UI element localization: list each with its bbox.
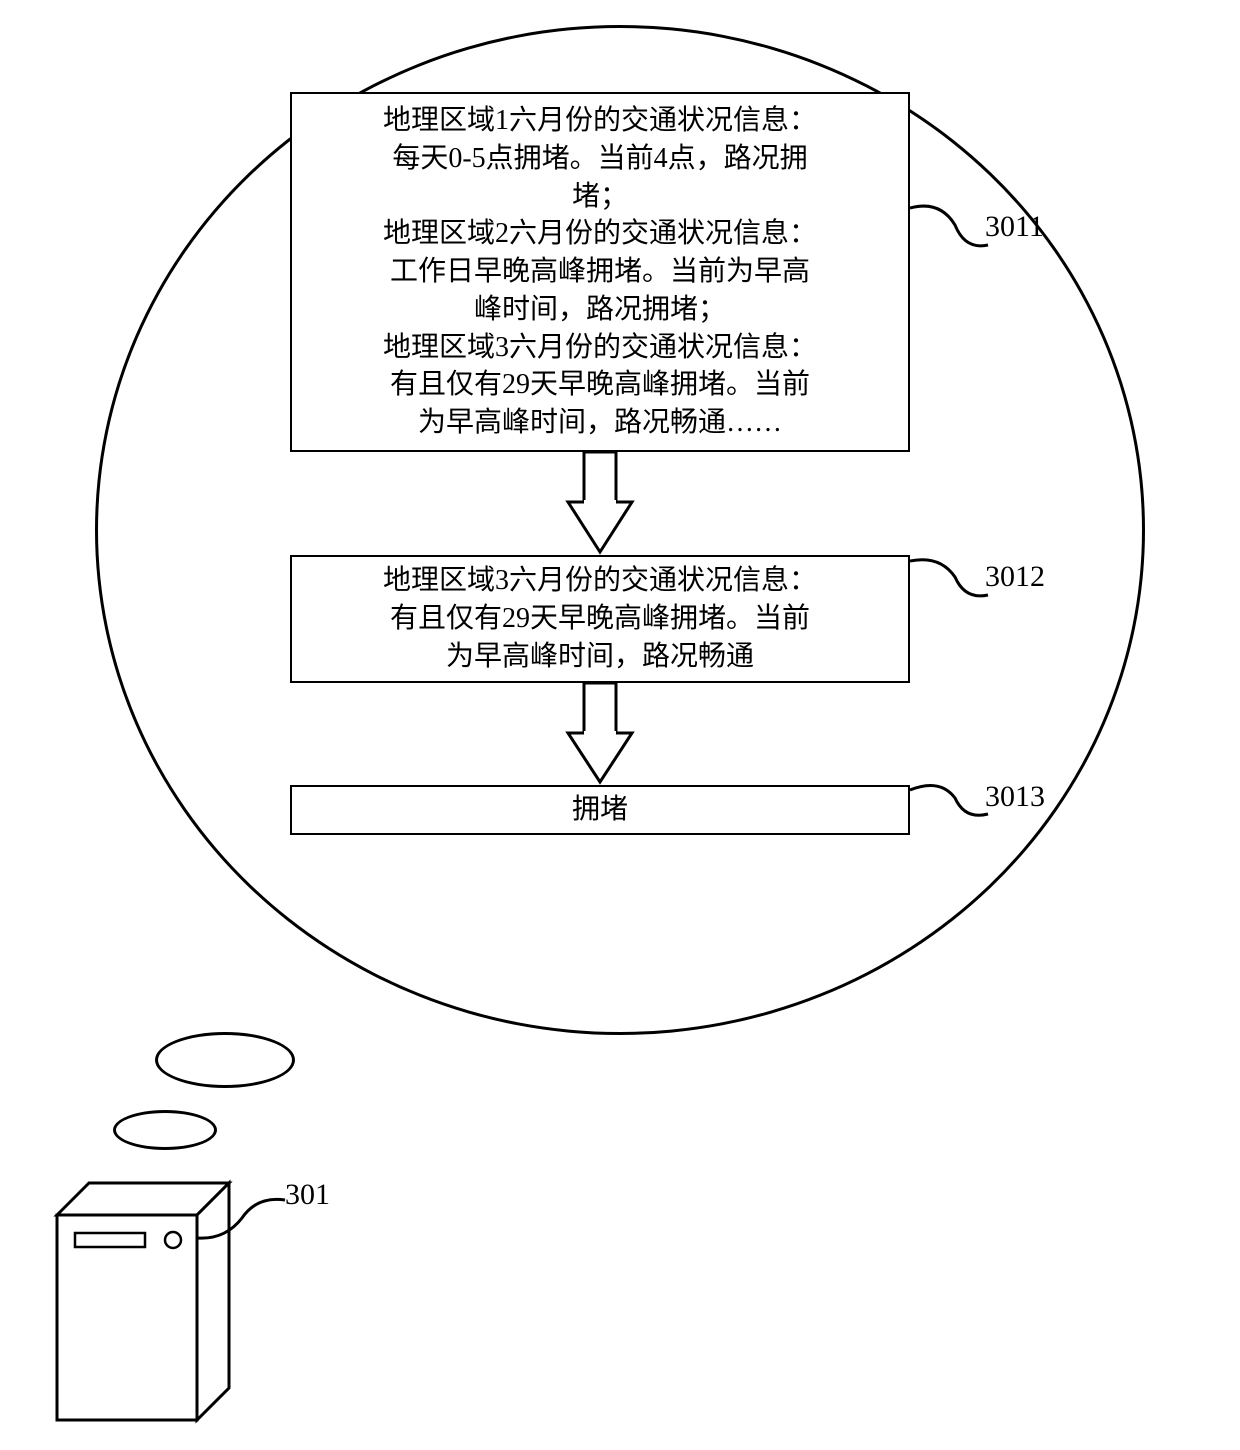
box1-line1: 地理区域1六月份的交通状况信息： xyxy=(298,102,902,140)
callout-curve-3011 xyxy=(910,200,990,260)
box2-line1: 地理区域3六月份的交通状况信息： xyxy=(298,562,902,600)
arrow-1 xyxy=(560,452,640,555)
thought-bubble-small-2 xyxy=(113,1110,217,1150)
info-box-1: 地理区域1六月份的交通状况信息： 每天0-5点拥堵。当前4点，路况拥 堵； 地理… xyxy=(290,92,910,452)
box1-line2: 每天0-5点拥堵。当前4点，路况拥 xyxy=(298,140,902,178)
thought-bubble-small-1 xyxy=(155,1032,295,1088)
box1-line6: 峰时间，路况拥堵； xyxy=(298,291,902,329)
label-301: 301 xyxy=(285,1178,330,1212)
info-box-2: 地理区域3六月份的交通状况信息： 有且仅有29天早晚高峰拥堵。当前 为早高峰时间… xyxy=(290,555,910,683)
box2-line2: 有且仅有29天早晚高峰拥堵。当前 xyxy=(298,600,902,638)
label-3011: 3011 xyxy=(985,210,1044,244)
callout-curve-3012 xyxy=(910,555,990,610)
box1-line9: 为早高峰时间，路况畅通…… xyxy=(298,404,902,442)
box3-line1: 拥堵 xyxy=(298,791,902,829)
info-box-3: 拥堵 xyxy=(290,785,910,835)
box1-line8: 有且仅有29天早晚高峰拥堵。当前 xyxy=(298,366,902,404)
box1-line5: 工作日早晚高峰拥堵。当前为早高 xyxy=(298,253,902,291)
label-3012: 3012 xyxy=(985,560,1045,594)
callout-curve-3013 xyxy=(910,778,990,828)
arrow-2 xyxy=(560,683,640,785)
box1-line3: 堵； xyxy=(298,178,902,216)
label-3013: 3013 xyxy=(985,780,1045,814)
box1-line7: 地理区域3六月份的交通状况信息： xyxy=(298,329,902,367)
box2-line3: 为早高峰时间，路况畅通 xyxy=(298,638,902,676)
diagram-canvas: 地理区域1六月份的交通状况信息： 每天0-5点拥堵。当前4点，路况拥 堵； 地理… xyxy=(0,0,1240,1450)
callout-curve-301 xyxy=(197,1190,287,1245)
box1-line4: 地理区域2六月份的交通状况信息： xyxy=(298,215,902,253)
